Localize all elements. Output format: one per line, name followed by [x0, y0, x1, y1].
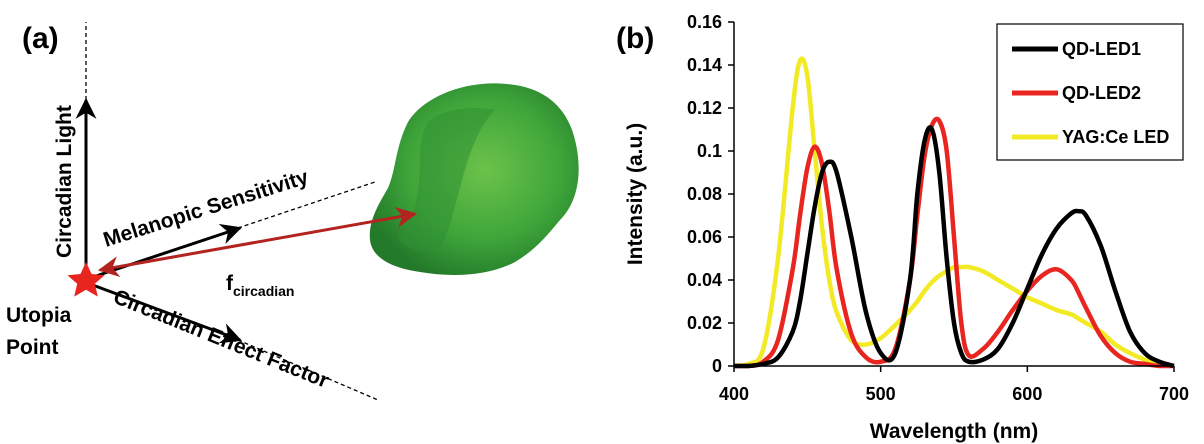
y-axis-title: Intensity (a.u.): [624, 123, 647, 265]
utopia-point-star-icon: [67, 262, 104, 297]
x-tick-label: 400: [719, 384, 749, 404]
f-circadian-subscript: circadian: [233, 283, 294, 299]
y-tick-label: 0: [712, 356, 722, 376]
y-tick-label: 0.06: [687, 227, 722, 247]
panel-b-label: (b): [616, 22, 654, 55]
y-tick-label: 0.04: [687, 270, 722, 290]
y-tick-label: 0.16: [687, 12, 722, 32]
y-tick-label: 0.12: [687, 98, 722, 118]
x-tick-label: 700: [1159, 384, 1189, 404]
y-tick-label: 0.1: [697, 141, 722, 161]
circadian-effect-factor-label: Circadian Effect Factor: [110, 285, 332, 392]
legend: QD-LED1 QD-LED2 YAG:Ce LED: [997, 24, 1183, 160]
f-circadian-label: fcircadian: [226, 272, 294, 299]
x-tick-label: 600: [1012, 384, 1042, 404]
y-axis-ticks: 0 0.02 0.04 0.06 0.08 0.1 0.12 0.14 0.16: [687, 12, 734, 376]
panel-a: (a) Circadian Light Melanopic Sensitivit…: [6, 22, 579, 400]
point-label: Point: [6, 336, 59, 359]
legend-label: QD-LED1: [1062, 39, 1141, 59]
legend-label: YAG:Ce LED: [1062, 127, 1169, 147]
panel-b: (b) 0 0.02 0.04 0.06 0.08 0.1 0.12 0.14 0.16 400…: [616, 12, 1189, 443]
legend-label: QD-LED2: [1062, 83, 1141, 103]
y-tick-label: 0.08: [687, 184, 722, 204]
x-tick-label: 500: [866, 384, 896, 404]
panel-a-label: (a): [22, 22, 59, 55]
y-tick-label: 0.02: [687, 313, 722, 333]
circadian-light-label: Circadian Light: [53, 105, 76, 258]
spectrum-chart: 0 0.02 0.04 0.06 0.08 0.1 0.12 0.14 0.16 400 500 6…: [624, 12, 1189, 443]
x-axis-title: Wavelength (nm): [870, 420, 1038, 443]
x-axis-ticks: 400 500 600 700: [719, 366, 1189, 404]
utopia-label: Utopia: [6, 304, 72, 327]
y-tick-label: 0.14: [687, 55, 722, 75]
